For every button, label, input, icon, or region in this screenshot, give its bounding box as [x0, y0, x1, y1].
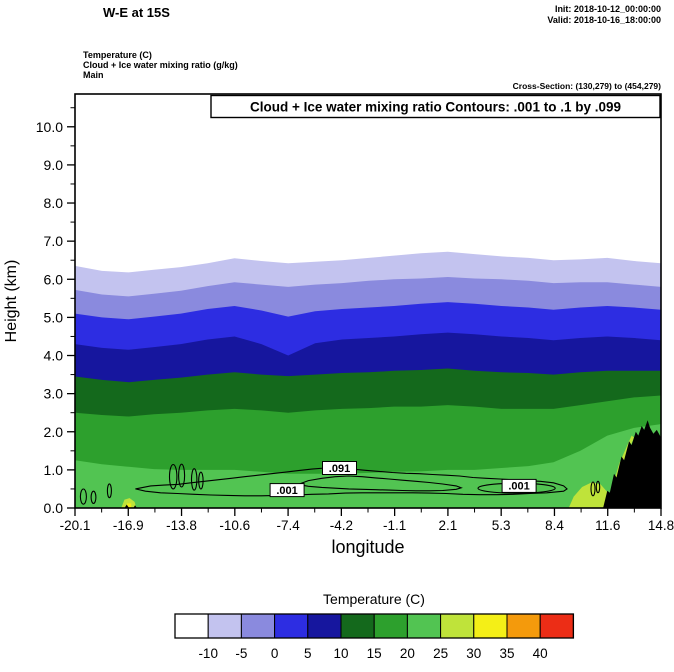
colorbar-cell	[406, 613, 442, 639]
y-tick-label: 5.0	[44, 309, 64, 325]
colorbar-tick-label: 15	[367, 646, 382, 661]
cloud-contour-line	[90, 490, 97, 504]
colorbar-title: Temperature (C)	[323, 591, 425, 607]
colorbar-tick-label: 20	[400, 646, 415, 661]
colorbar-cell	[207, 613, 242, 639]
colorbar-tick-label: 25	[433, 646, 448, 661]
page-title: W-E at 15S	[103, 5, 170, 20]
x-tick-label: 2.1	[439, 518, 458, 533]
x-tick-label: 14.8	[648, 518, 674, 533]
y-tick-label: 10.0	[36, 119, 63, 135]
cloud-contour-line	[168, 463, 178, 490]
y-tick-label: 2.0	[44, 424, 64, 440]
y-tick-label: 7.0	[44, 233, 64, 249]
init-time: Init: 2018-10-12_00:00:00	[555, 4, 661, 14]
y-tick-label: 8.0	[44, 195, 64, 211]
colorbar-cell	[240, 613, 276, 639]
y-tick-label: 4.0	[44, 348, 64, 364]
colorbar-tick-label: 10	[333, 646, 348, 661]
colorbar-tick-label: -10	[198, 646, 218, 661]
y-axis-title: Height (km)	[3, 260, 20, 343]
cross-section-note: Cross-Section: (130,279) to (454,279)	[513, 81, 662, 91]
colorbar-tick-label: 35	[499, 646, 514, 661]
colorbar-cell	[473, 613, 508, 639]
contour-label: .091	[329, 463, 350, 475]
x-tick-label: -16.9	[113, 518, 144, 533]
cloud-contour-line	[198, 471, 204, 490]
cloud-contour-line	[595, 480, 601, 494]
colorbar: -10 -5 0 5 10 15 20 25 30 35 40	[174, 613, 575, 661]
yellow-green-patch-left	[121, 498, 137, 508]
terrain	[124, 504, 130, 508]
terrain	[603, 420, 661, 508]
x-tick-label: -13.8	[166, 518, 197, 533]
x-tick-label: -10.6	[219, 518, 250, 533]
cloud-contour-line	[190, 468, 198, 491]
colorbar-tick-label: -5	[235, 646, 247, 661]
colorbar-cell	[506, 613, 541, 639]
colorbar-tick-label: 40	[533, 646, 548, 661]
cloud-contour-line	[296, 475, 463, 492]
colorbar-tick-label: 5	[304, 646, 312, 661]
colorbar-border	[174, 613, 575, 639]
x-tick-label: 8.4	[545, 518, 564, 533]
cloud-contour-line	[106, 483, 112, 499]
colorbar-cell	[539, 613, 574, 639]
field-line-temperature: Temperature (C)	[83, 50, 152, 60]
colorbar-cell	[274, 613, 309, 639]
contour-label-box	[269, 483, 305, 498]
contour-label: .001	[508, 481, 529, 493]
y-tick-label: 6.0	[44, 271, 64, 287]
x-tick-label: -20.1	[60, 518, 91, 533]
contour-label-box	[322, 461, 357, 475]
x-tick-label: -7.4	[276, 518, 300, 533]
x-tick-label: -1.1	[383, 518, 406, 533]
plot-title: Cloud + Ice water mixing ratio Contours:…	[250, 100, 621, 115]
cloud-contour-line	[590, 481, 596, 497]
y-tick-label: 3.0	[44, 386, 64, 402]
colorbar-cell	[174, 613, 209, 639]
cross-section-plot: .001 .091 .001	[75, 94, 661, 508]
colorbar-tick-label: 0	[271, 646, 279, 661]
y-tick-label: 9.0	[44, 157, 64, 173]
plot-title-box	[210, 94, 661, 119]
cloud-contour-line	[79, 488, 87, 505]
y-tick-label: 1.0	[44, 462, 64, 478]
colorbar-tick-label: 30	[466, 646, 481, 661]
x-axis-title: longitude	[331, 537, 404, 557]
y-tick-label: 0.0	[44, 500, 64, 516]
colorbar-cell	[440, 613, 475, 639]
colorbar-cell	[340, 613, 375, 639]
x-tick-label: 5.3	[492, 518, 511, 533]
yellow-green-patch-right	[568, 482, 613, 508]
field-line-cloud-ice: Cloud + Ice water mixing ratio (g/kg)	[83, 60, 238, 70]
cloud-contour-line	[178, 463, 186, 488]
valid-time: Valid: 2018-10-16_18:00:00	[547, 15, 661, 25]
axes: -20.1 -16.9 -13.8 -10.6 -7.4 -4.2 -1.1 2.1 5.3 8.…	[36, 93, 674, 533]
x-tick-label: 11.6	[595, 518, 620, 533]
colorbar-cell	[373, 613, 408, 639]
contour-label-box	[501, 478, 537, 493]
colorbar-cell	[307, 613, 342, 639]
contour-label: .001	[276, 485, 297, 497]
field-line-main: Main	[83, 70, 104, 80]
x-tick-label: -4.2	[330, 518, 353, 533]
